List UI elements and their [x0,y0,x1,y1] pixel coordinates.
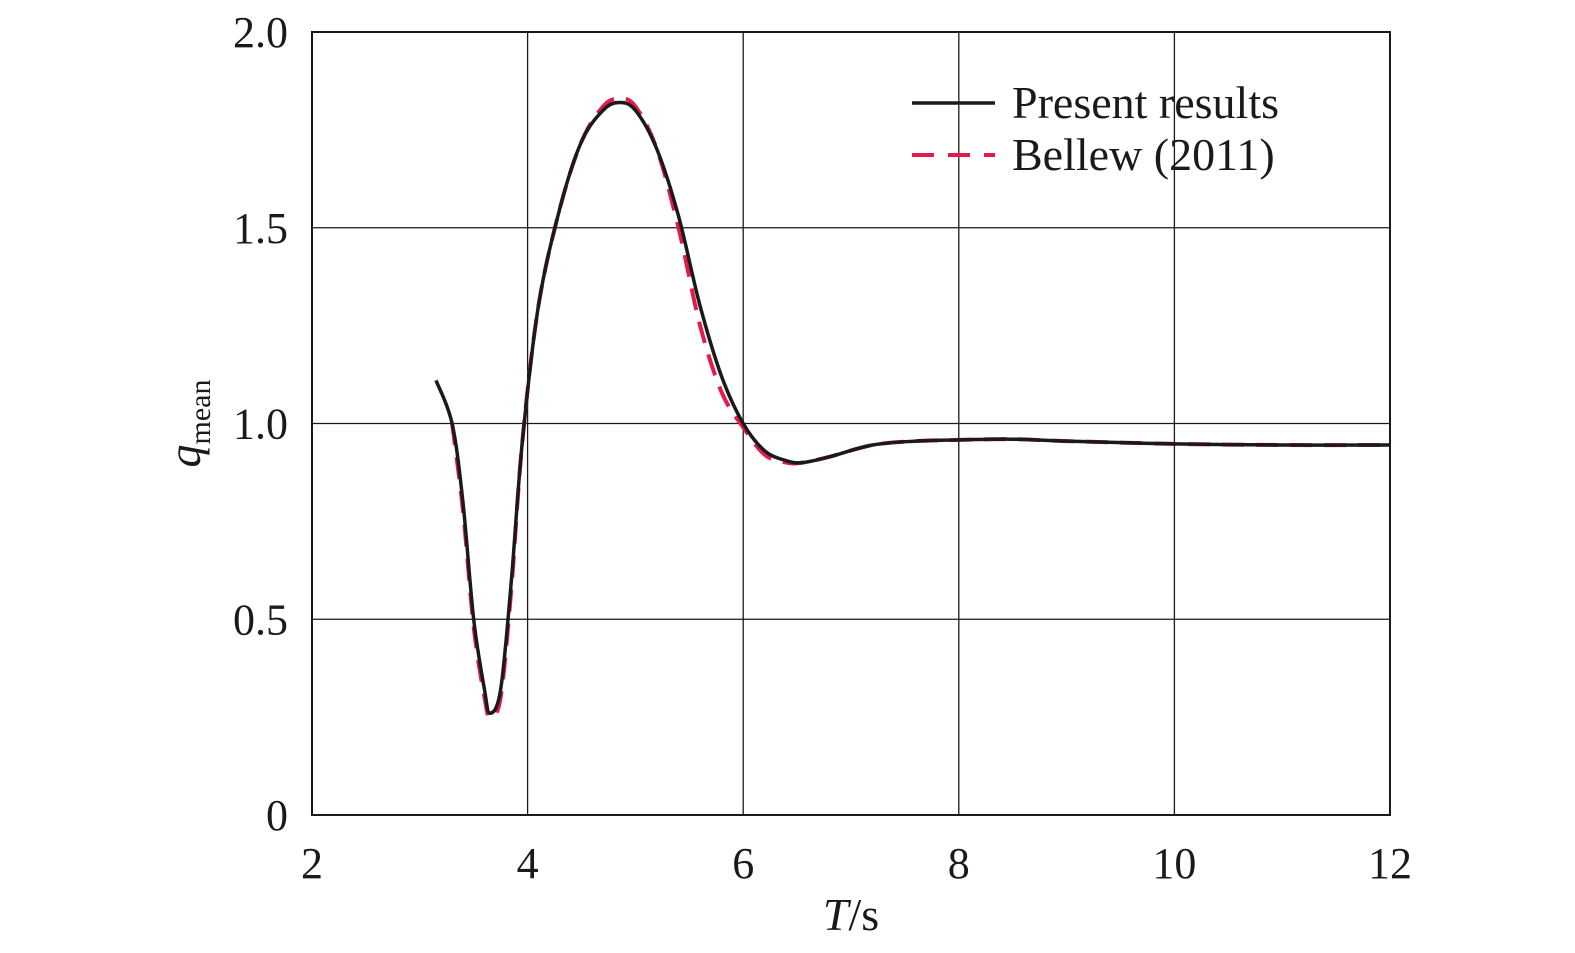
y-tick-label: 0 [266,791,288,840]
x-tick-label: 12 [1368,839,1412,888]
x-tick-labels: 2 4 6 8 10 12 [301,839,1412,888]
x-axis-label-main: T [823,889,852,940]
plot-frame [311,31,1391,816]
y-tick-label: 2.0 [233,8,288,57]
y-tick-label: 1.0 [233,400,288,449]
legend-label: Present results [1012,77,1279,128]
series-line-2 [450,96,1391,720]
svg-text:qmean: qmean [159,380,217,468]
x-axis-label: T/s [823,889,879,940]
series-lines [434,96,1391,720]
y-tick-labels: 0 0.5 1.0 1.5 2.0 [233,8,288,840]
series-line-1 [434,100,1391,715]
legend-label: Bellew (2011) [1012,129,1275,180]
y-axis-label: qmean [159,380,217,468]
x-tick-label: 4 [517,839,539,888]
y-tick-label: 1.5 [233,204,288,253]
x-tick-label: 10 [1152,839,1196,888]
y-axis-label-subscript: mean [184,380,217,445]
grid-lines [312,32,1390,815]
x-tick-label: 8 [948,839,970,888]
x-tick-label: 6 [732,839,754,888]
y-tick-label: 0.5 [233,595,288,644]
y-axis-label-main: q [159,444,210,467]
x-axis-label-unit: /s [848,889,879,940]
x-tick-label: 2 [301,839,323,888]
